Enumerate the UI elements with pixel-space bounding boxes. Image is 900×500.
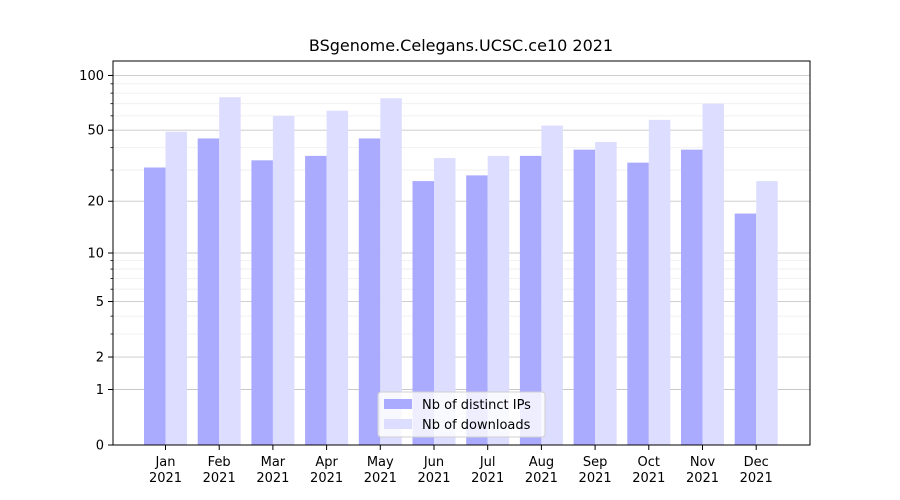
bar-distinct-ips bbox=[466, 175, 488, 445]
x-tick-label-month: Jul bbox=[479, 455, 496, 470]
bar-distinct-ips bbox=[627, 162, 649, 445]
bar-downloads bbox=[541, 125, 563, 446]
bar-downloads bbox=[434, 158, 456, 446]
x-tick-label-month: Feb bbox=[208, 455, 231, 470]
bar-distinct-ips bbox=[681, 149, 703, 445]
x-tick-label-year: 2021 bbox=[256, 471, 289, 486]
x-tick-label-month: Apr bbox=[315, 455, 338, 470]
y-tick-label: 10 bbox=[87, 247, 104, 262]
x-tick-label-month: Dec bbox=[744, 455, 769, 470]
x-tick-label-year: 2021 bbox=[471, 471, 504, 486]
bar-distinct-ips bbox=[519, 155, 542, 445]
y-tick-label: 1 bbox=[96, 383, 104, 398]
bar-distinct-ips bbox=[358, 138, 381, 445]
bar-distinct-ips bbox=[734, 213, 757, 445]
x-tick-label-month: Mar bbox=[261, 455, 286, 470]
x-tick-label-year: 2021 bbox=[364, 471, 397, 486]
bar-downloads bbox=[380, 98, 402, 445]
x-tick-label-year: 2021 bbox=[525, 471, 558, 486]
bar-downloads bbox=[756, 181, 778, 445]
x-tick-label-year: 2021 bbox=[740, 471, 773, 486]
legend-box bbox=[377, 391, 546, 438]
y-tick-label: 2 bbox=[96, 351, 104, 366]
x-tick-label-month: Oct bbox=[638, 455, 660, 470]
legend-label: Nb of downloads bbox=[422, 418, 531, 433]
bar-distinct-ips bbox=[144, 167, 166, 445]
bar-distinct-ips bbox=[573, 149, 596, 445]
x-tick-label-year: 2021 bbox=[686, 471, 719, 486]
bar-distinct-ips bbox=[251, 160, 273, 445]
legend-label: Nb of distinct IPs bbox=[422, 398, 531, 413]
x-tick-label-month: Jan bbox=[154, 455, 175, 470]
bars bbox=[144, 97, 778, 446]
legend-swatch bbox=[384, 399, 412, 409]
x-tick-label-year: 2021 bbox=[203, 471, 236, 486]
y-tick-label: 50 bbox=[87, 124, 104, 139]
x-tick-label-month: Aug bbox=[529, 455, 554, 470]
y-tick-label: 20 bbox=[87, 195, 104, 210]
x-tick-label-month: May bbox=[367, 455, 394, 470]
bar-distinct-ips bbox=[305, 155, 327, 445]
y-axis: 0 1 2 5 10 20 50 100 bbox=[79, 69, 113, 454]
bar-downloads bbox=[487, 155, 510, 445]
x-tick-label-month: Sep bbox=[583, 455, 608, 470]
x-tick-label-year: 2021 bbox=[310, 471, 343, 486]
legend: Nb of distinct IPs Nb of downloads bbox=[377, 391, 546, 438]
x-tick-label-year: 2021 bbox=[632, 471, 665, 486]
bar-downloads bbox=[272, 115, 295, 445]
y-tick-label: 0 bbox=[96, 439, 104, 454]
x-tick-label-year: 2021 bbox=[579, 471, 612, 486]
x-axis: Jan2021Feb2021Mar2021Apr2021May2021Jun20… bbox=[149, 445, 773, 486]
x-tick-label-month: Nov bbox=[690, 455, 716, 470]
legend-swatch bbox=[384, 419, 412, 429]
x-tick-label-year: 2021 bbox=[417, 471, 450, 486]
bar-distinct-ips bbox=[412, 181, 434, 445]
bar-downloads bbox=[648, 119, 671, 445]
bar-distinct-ips bbox=[197, 138, 220, 445]
y-tick-label: 5 bbox=[96, 295, 104, 310]
bar-downloads bbox=[702, 103, 724, 446]
x-tick-label-month: Jun bbox=[423, 455, 444, 470]
bar-downloads bbox=[165, 131, 187, 445]
chart-title: BSgenome.Celegans.UCSC.ce10 2021 bbox=[309, 36, 613, 55]
x-tick-label-year: 2021 bbox=[149, 471, 182, 486]
bar-downloads bbox=[219, 97, 241, 445]
y-tick-label: 100 bbox=[79, 69, 104, 84]
bar-downloads bbox=[595, 141, 617, 446]
bar-downloads bbox=[326, 110, 349, 446]
